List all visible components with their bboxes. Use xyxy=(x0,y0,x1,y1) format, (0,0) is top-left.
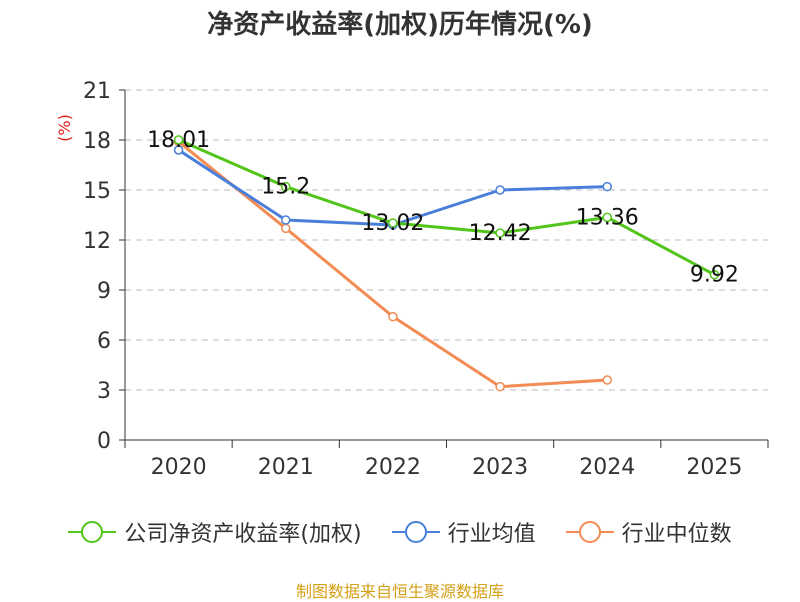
legend-item-industry-median[interactable]: 行业中位数 xyxy=(565,516,732,548)
data-point xyxy=(602,181,612,192)
y-tick-label: 9 xyxy=(97,279,111,304)
data-point xyxy=(495,381,505,392)
data-point xyxy=(495,228,505,238)
legend-marker-company xyxy=(68,520,117,544)
y-tick-label: 6 xyxy=(97,329,111,354)
data-point xyxy=(173,135,184,145)
data-point xyxy=(602,375,612,385)
y-tick-label: 21 xyxy=(83,79,111,104)
series-line xyxy=(177,140,608,389)
legend-item-industry-mean[interactable]: 行业均值 xyxy=(391,516,536,548)
x-tick-label: 2024 xyxy=(579,455,635,480)
legend-marker-industry-median xyxy=(565,520,614,544)
legend-item-company[interactable]: 公司净资产收益率(加权) xyxy=(68,516,362,548)
y-tick-label: 0 xyxy=(97,429,111,454)
data-point xyxy=(388,218,398,228)
data-point xyxy=(602,212,612,223)
x-tick-label: 2020 xyxy=(151,455,207,480)
data-label: 13.36 xyxy=(576,205,639,230)
legend-marker-industry-mean xyxy=(391,520,440,544)
chart-title: 净资产收益率(加权)历年情况(%) xyxy=(207,10,593,40)
source-note: 制图数据来自恒生聚源数据库 xyxy=(295,582,504,601)
y-axis-label: (%) xyxy=(55,114,74,142)
y-tick-label: 3 xyxy=(97,379,111,404)
data-label: 18.01 xyxy=(147,128,210,153)
y-tick-label: 15 xyxy=(83,179,111,204)
legend-label-industry-mean: 行业均值 xyxy=(447,522,536,547)
data-point xyxy=(281,181,291,192)
legend: 公司净资产收益率(加权) 行业均值 行业中位数 xyxy=(0,516,800,548)
x-tick-label: 2025 xyxy=(686,455,742,480)
data-point xyxy=(709,269,720,280)
legend-label-company: 公司净资产收益率(加权) xyxy=(124,522,362,547)
data-point xyxy=(495,185,505,195)
legend-label-industry-median: 行业中位数 xyxy=(621,522,732,547)
data-label: 12.42 xyxy=(469,221,532,246)
data-point xyxy=(388,311,398,322)
data-label: 15.2 xyxy=(261,175,310,200)
data-point xyxy=(281,215,291,225)
x-tick-label: 2022 xyxy=(365,455,421,480)
series-line xyxy=(177,138,716,276)
y-tick-label: 18 xyxy=(83,129,111,154)
x-tick-label: 2023 xyxy=(472,455,528,480)
x-tick-label: 2021 xyxy=(258,455,314,480)
data-label: 9.92 xyxy=(690,263,739,288)
data-label: 13.02 xyxy=(361,211,424,236)
data-point xyxy=(173,145,184,155)
y-tick-label: 12 xyxy=(83,229,111,254)
data-point xyxy=(281,223,291,234)
